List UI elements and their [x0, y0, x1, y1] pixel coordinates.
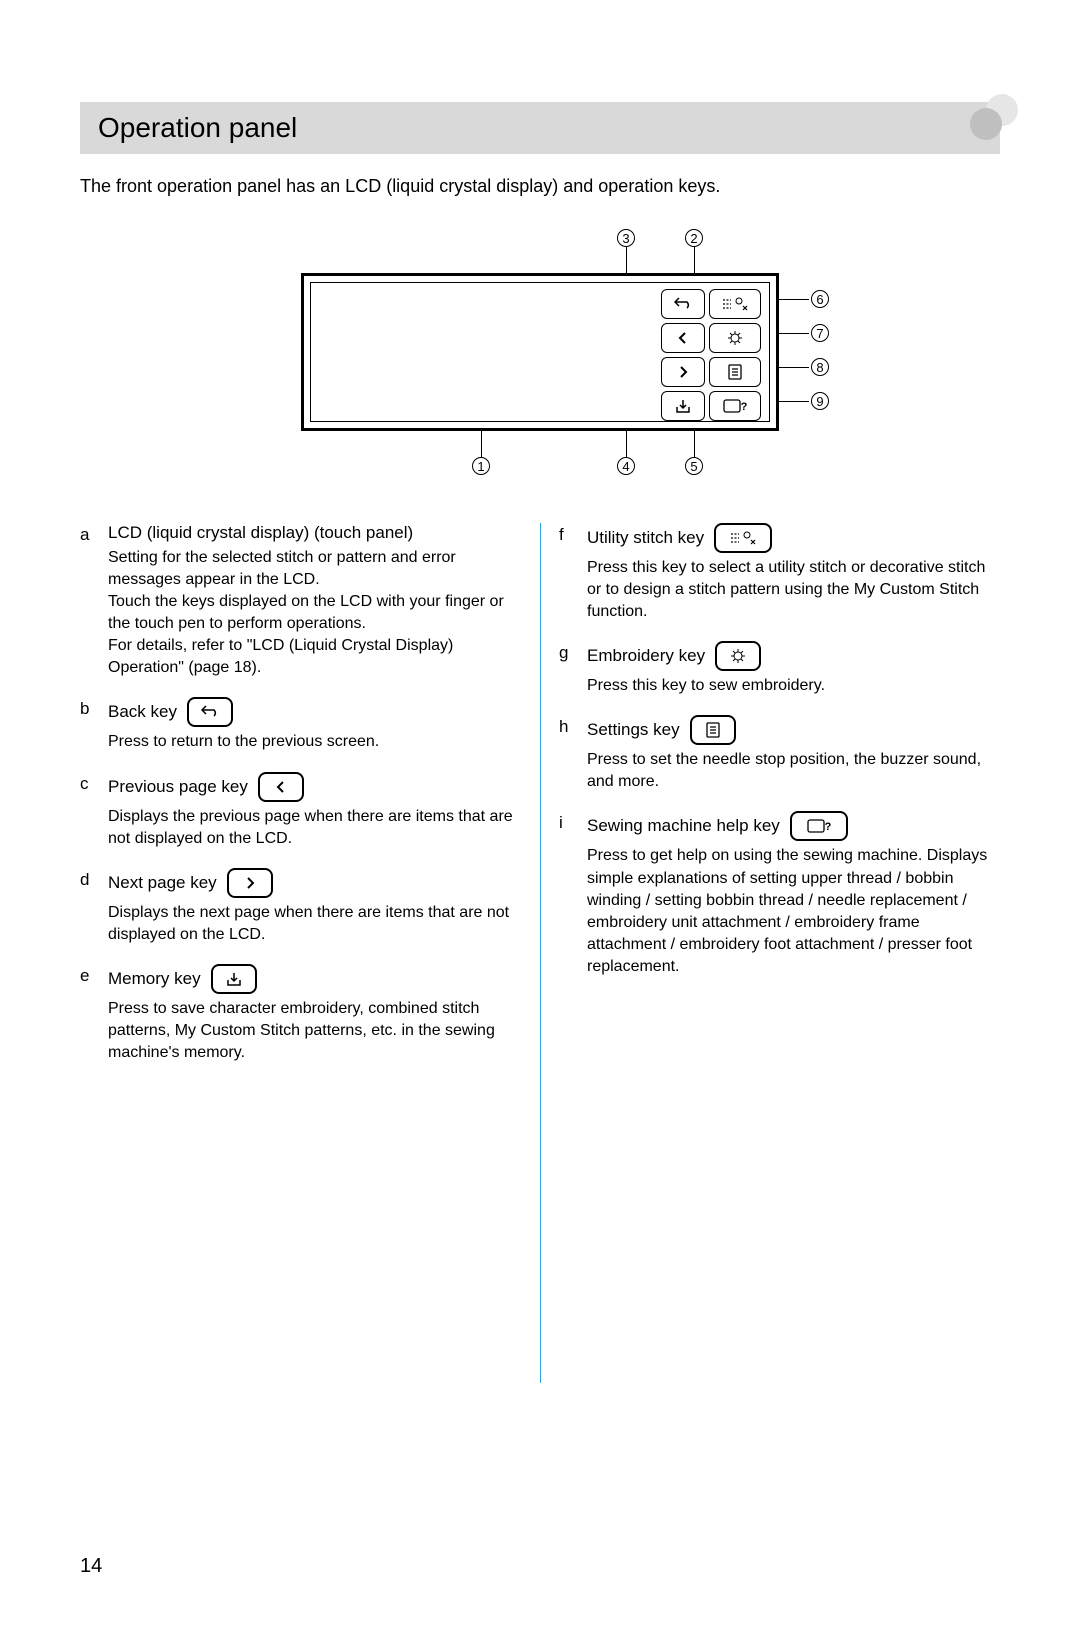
page-number: 14 [80, 1555, 102, 1578]
key-grid: ? [661, 283, 769, 421]
item-letter: i [559, 811, 587, 977]
next-page-key-icon [227, 868, 273, 898]
section-title-bar: Operation panel [80, 102, 1000, 154]
utility-stitch-key[interactable] [709, 289, 761, 319]
callout-1: 1 [472, 457, 490, 475]
callout-9: 9 [811, 392, 829, 410]
item-e: e Memory key Press to save character emb… [80, 964, 522, 1064]
item-desc: Press this key to sew embroidery. [587, 675, 1000, 697]
item-heading: Memory key [108, 969, 201, 989]
svg-text:?: ? [824, 821, 831, 833]
embroidery-key-icon [715, 641, 761, 671]
item-letter: d [80, 868, 108, 946]
item-i: i Sewing machine help key ? Press to get… [559, 811, 1000, 977]
item-desc: Setting for the selected stitch or patte… [108, 547, 522, 679]
item-desc: Displays the previous page when there ar… [108, 806, 522, 850]
item-desc: Displays the next page when there are it… [108, 902, 522, 946]
corner-decoration [960, 90, 1020, 150]
callout-6: 6 [811, 290, 829, 308]
right-column: f Utility stitch key Press this key to s… [540, 523, 1000, 1383]
item-letter: c [80, 772, 108, 850]
callout-7: 7 [811, 324, 829, 342]
item-c: c Previous page key Displays the previou… [80, 772, 522, 850]
section-title: Operation panel [98, 112, 982, 144]
memory-key[interactable] [661, 391, 705, 421]
memory-key-icon [211, 964, 257, 994]
item-d: d Next page key Displays the next page w… [80, 868, 522, 946]
item-h: h Settings key Press to set the needle s… [559, 715, 1000, 793]
item-letter: h [559, 715, 587, 793]
bottom-callouts: 1 4 5 [301, 431, 779, 475]
item-letter: b [80, 697, 108, 753]
lcd-area [311, 283, 661, 421]
previous-page-key[interactable] [661, 323, 705, 353]
utility-stitch-key-icon [714, 523, 772, 553]
body-columns: a LCD (liquid crystal display) (touch pa… [80, 523, 1000, 1383]
top-callouts: 3 2 [301, 229, 779, 273]
panel-diagram: 3 2 [80, 229, 1000, 475]
back-key[interactable] [661, 289, 705, 319]
intro-text: The front operation panel has an LCD (li… [80, 176, 1000, 197]
item-heading: Utility stitch key [587, 528, 704, 548]
item-letter: f [559, 523, 587, 623]
item-heading: Settings key [587, 720, 680, 740]
item-f: f Utility stitch key Press this key to s… [559, 523, 1000, 623]
callout-5: 5 [685, 457, 703, 475]
item-desc: Press to save character embroidery, comb… [108, 998, 522, 1064]
item-heading: Sewing machine help key [587, 816, 780, 836]
item-a: a LCD (liquid crystal display) (touch pa… [80, 523, 522, 679]
callout-8: 8 [811, 358, 829, 376]
item-heading: Previous page key [108, 777, 248, 797]
next-page-key[interactable] [661, 357, 705, 387]
callout-4: 4 [617, 457, 635, 475]
settings-key-icon [690, 715, 736, 745]
svg-text:?: ? [741, 401, 748, 413]
left-column: a LCD (liquid crystal display) (touch pa… [80, 523, 540, 1383]
settings-key[interactable] [709, 357, 761, 387]
item-letter: e [80, 964, 108, 1064]
previous-page-key-icon [258, 772, 304, 802]
item-g: g Embroidery key Press this key to sew e… [559, 641, 1000, 697]
embroidery-key[interactable] [709, 323, 761, 353]
item-b: b Back key Press to return to the previo… [80, 697, 522, 753]
item-heading: Embroidery key [587, 646, 705, 666]
item-heading: Back key [108, 702, 177, 722]
item-desc: Press to return to the previous screen. [108, 731, 522, 753]
callout-2: 2 [685, 229, 703, 247]
item-heading: LCD (liquid crystal display) (touch pane… [108, 523, 413, 543]
item-heading: Next page key [108, 873, 217, 893]
item-desc: Press to set the needle stop position, t… [587, 749, 1000, 793]
back-key-icon [187, 697, 233, 727]
operation-panel-frame: ? [301, 273, 779, 431]
help-key-icon: ? [790, 811, 848, 841]
callout-3: 3 [617, 229, 635, 247]
panel-inner: ? [310, 282, 770, 422]
item-letter: g [559, 641, 587, 697]
item-letter: a [80, 523, 108, 679]
item-desc: Press this key to select a utility stitc… [587, 557, 1000, 623]
help-key[interactable]: ? [709, 391, 761, 421]
item-desc: Press to get help on using the sewing ma… [587, 845, 1000, 977]
right-callouts: 6 7 8 9 [779, 273, 839, 425]
